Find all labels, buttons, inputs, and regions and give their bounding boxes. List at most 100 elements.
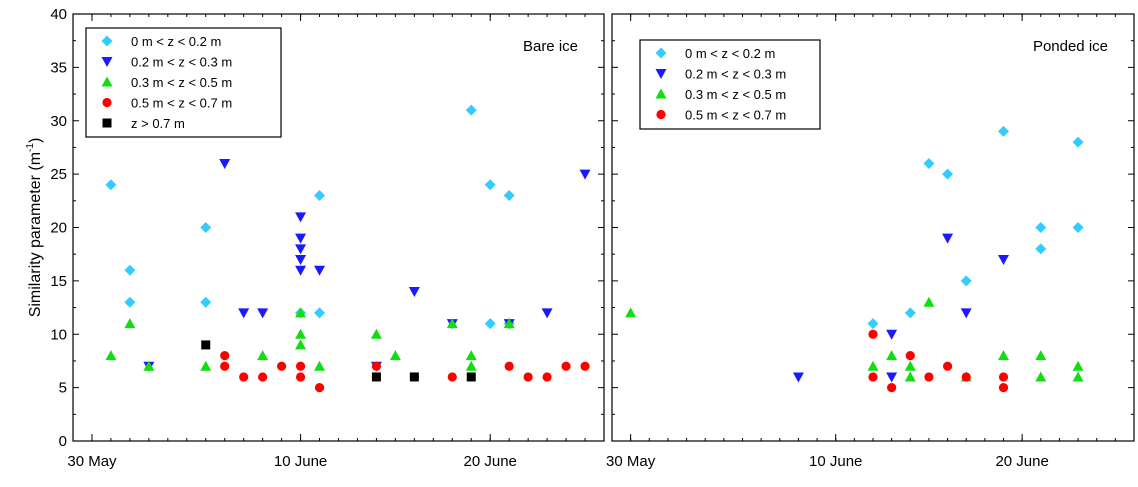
data-point	[887, 383, 897, 393]
legend-marker	[102, 97, 112, 108]
data-point	[220, 351, 230, 361]
data-point	[124, 296, 136, 308]
data-point	[792, 372, 804, 383]
legend-marker	[101, 57, 113, 67]
data-point	[904, 307, 916, 319]
data-point	[484, 179, 496, 191]
series-2	[143, 158, 591, 372]
data-point	[1072, 371, 1084, 382]
legend-label: 0.2 m < z < 0.3 m	[131, 55, 232, 70]
data-point	[314, 383, 325, 393]
data-point	[960, 275, 972, 287]
data-point	[295, 361, 306, 371]
data-point	[905, 351, 915, 361]
legend-marker	[656, 109, 666, 120]
data-point	[942, 168, 954, 180]
y-tick-label: 25	[50, 166, 67, 183]
y-tick-label: 30	[50, 113, 67, 130]
data-point	[257, 350, 269, 361]
data-point	[409, 372, 419, 382]
data-point	[238, 308, 250, 319]
data-point	[257, 308, 269, 319]
data-point	[904, 371, 916, 382]
data-point	[1035, 350, 1047, 361]
data-point	[542, 372, 552, 382]
data-point	[924, 372, 934, 382]
data-point	[503, 189, 515, 201]
data-point	[201, 340, 211, 350]
legend-label: 0.5 m < z < 0.7 m	[131, 96, 232, 111]
data-point	[295, 233, 307, 244]
data-point	[389, 350, 401, 361]
x-tick-label: 20 June	[464, 453, 517, 470]
data-point	[923, 296, 935, 307]
series-3	[625, 296, 1084, 382]
series-1	[105, 104, 515, 330]
data-point	[295, 265, 307, 276]
data-point	[295, 307, 307, 318]
data-point	[625, 307, 637, 318]
data-point	[942, 233, 954, 244]
series-5	[201, 340, 476, 382]
data-point	[465, 360, 477, 371]
data-point	[561, 361, 571, 371]
data-point	[314, 307, 326, 319]
y-tick-label: 35	[50, 59, 67, 76]
data-point	[1072, 136, 1084, 148]
data-point	[200, 360, 212, 371]
data-point	[579, 169, 591, 180]
legend-marker	[102, 118, 112, 128]
y-tick-label: 0	[59, 433, 67, 450]
data-point	[923, 157, 935, 169]
data-point	[277, 361, 287, 371]
data-point	[886, 329, 898, 340]
data-point	[868, 329, 878, 339]
data-point	[105, 179, 117, 191]
legend-marker	[655, 69, 667, 79]
data-point	[1035, 222, 1047, 233]
data-point	[465, 104, 477, 116]
panel-1: 0 5 10 15 20 25 30 35 40 30 May 10 June 20 June Simi…	[25, 6, 605, 470]
legend-marker	[655, 47, 667, 59]
panel-label: Ponded ice	[1033, 38, 1108, 55]
series-1	[867, 125, 1084, 330]
data-point	[504, 361, 514, 371]
series-4	[220, 351, 590, 393]
legend-label: 0.2 m < z < 0.3 m	[685, 67, 786, 82]
data-point	[867, 360, 879, 371]
legend-box	[85, 27, 282, 138]
series-3	[105, 307, 515, 371]
data-point	[447, 372, 457, 382]
legend-label: 0 m < z < 0.2 m	[685, 46, 775, 61]
data-point	[124, 264, 136, 276]
legend: 0 m < z < 0.2 m 0.2 m < z < 0.3 m 0.3 m < …	[85, 27, 282, 138]
data-point	[295, 372, 306, 382]
data-point	[1072, 360, 1084, 371]
legend-label: z > 0.7 m	[131, 116, 185, 131]
series-2	[792, 233, 1009, 383]
data-point	[220, 361, 230, 371]
data-point	[371, 372, 381, 382]
data-point	[998, 350, 1009, 361]
legend-marker	[655, 88, 667, 99]
y-tick-label: 40	[50, 6, 67, 23]
data-point	[1035, 243, 1047, 255]
data-point	[200, 296, 212, 308]
legend: 0 m < z < 0.2 m 0.2 m < z < 0.3 m 0.3 m < …	[639, 39, 821, 130]
y-tick-label: 15	[50, 273, 67, 290]
data-point	[503, 318, 515, 329]
legend-label: 0.5 m < z < 0.7 m	[685, 108, 786, 123]
data-point	[200, 222, 212, 233]
data-point	[867, 318, 879, 330]
x-tick-label: 10 June	[274, 453, 327, 470]
data-point	[886, 372, 898, 383]
data-point	[143, 360, 155, 371]
data-point	[1035, 371, 1047, 382]
data-point	[314, 265, 326, 276]
data-point	[219, 158, 231, 169]
data-point	[295, 328, 307, 339]
data-point	[105, 350, 117, 361]
data-point	[258, 372, 268, 382]
data-point	[868, 372, 878, 382]
